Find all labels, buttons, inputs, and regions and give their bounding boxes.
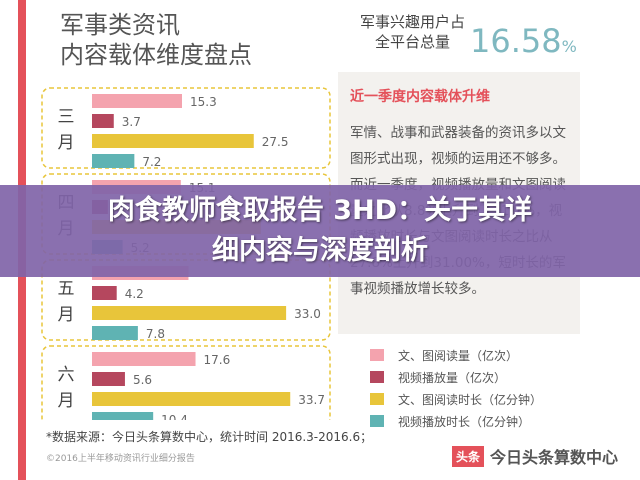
bar xyxy=(92,286,117,300)
category-label: 五 xyxy=(58,279,75,299)
title-banner: 肉食教师食取报告 3HD：关于其详 细内容与深度剖析 xyxy=(0,185,640,277)
data-label: 5.6 xyxy=(133,373,152,387)
share-unit: % xyxy=(561,37,577,56)
data-label: 7.2 xyxy=(142,155,161,169)
share-value: 16.58% xyxy=(470,22,577,60)
share-label-line-1: 军事兴趣用户占 xyxy=(360,13,466,31)
title-line-2: 内容载体维度盘点 xyxy=(60,41,252,69)
bar xyxy=(92,392,291,406)
data-label: 33.7 xyxy=(298,393,325,407)
data-label: 3.7 xyxy=(122,115,141,129)
bar xyxy=(92,326,138,340)
data-label: 10.4 xyxy=(161,413,188,420)
bar xyxy=(92,412,154,420)
description-title: 近一季度内容载体升维 xyxy=(350,89,490,105)
bar xyxy=(92,114,114,128)
bar xyxy=(92,372,125,386)
group-frame xyxy=(41,87,331,169)
group-frame xyxy=(41,345,331,420)
data-label: 33.0 xyxy=(294,307,321,321)
legend-item: 视频播放时长（亿分钟） xyxy=(370,410,542,432)
legend-swatch xyxy=(370,371,384,383)
legend-item: 视频播放量（亿次） xyxy=(370,366,542,388)
share-label: 军事兴趣用户占 全平台总量 xyxy=(360,12,465,52)
legend-label: 文、图阅读量（亿次） xyxy=(398,348,519,363)
logo-badge: 头条 xyxy=(452,445,485,467)
title-line-1: 军事类资讯 xyxy=(60,11,180,39)
data-label: 4.2 xyxy=(125,287,144,301)
page-title: 军事类资讯 内容载体维度盘点 xyxy=(60,10,252,70)
data-label: 27.5 xyxy=(262,135,289,149)
legend-swatch xyxy=(370,393,384,405)
category-label: 三 xyxy=(58,107,75,127)
bar xyxy=(92,306,287,320)
banner-line-2: 细内容与深度剖析 xyxy=(212,235,428,266)
category-label: 月 xyxy=(58,391,75,411)
legend-item: 文、图阅读时长（亿分钟） xyxy=(370,388,542,410)
legend-label: 视频播放量（亿次） xyxy=(398,370,507,385)
data-label: 7.8 xyxy=(146,327,165,341)
legend-label: 文、图阅读时长（亿分钟） xyxy=(398,392,543,407)
legend: 文、图阅读量（亿次） 视频播放量（亿次） 文、图阅读时长（亿分钟） 视频播放时长（亿分… xyxy=(370,344,542,432)
logo-text: 今日头条算数中心 xyxy=(490,448,619,467)
data-label: 15.3 xyxy=(190,95,217,109)
category-label: 月 xyxy=(58,305,75,325)
legend-swatch xyxy=(370,349,384,361)
category-label: 六 xyxy=(58,365,75,385)
category-label: 月 xyxy=(58,133,75,153)
share-label-line-2: 全平台总量 xyxy=(375,33,451,51)
legend-item: 文、图阅读量（亿次） xyxy=(370,344,542,366)
banner-line-1: 肉食教师食取报告 3HD：关于其详 xyxy=(107,195,533,226)
bar xyxy=(92,352,196,366)
share-number: 16.58 xyxy=(470,22,562,60)
footnote: *数据来源：今日头条算数中心，统计时间 2016.3-2016.6； xyxy=(46,430,373,444)
data-label: 17.6 xyxy=(204,353,231,367)
logo: 头条 今日头条算数中心 xyxy=(452,444,618,468)
bar xyxy=(92,154,135,168)
legend-label: 视频播放时长（亿分钟） xyxy=(398,414,531,429)
copyright: ©2016上半年移动资讯行业细分报告 xyxy=(46,454,195,464)
legend-swatch xyxy=(370,415,384,427)
bar xyxy=(92,94,182,108)
bar xyxy=(92,134,254,148)
